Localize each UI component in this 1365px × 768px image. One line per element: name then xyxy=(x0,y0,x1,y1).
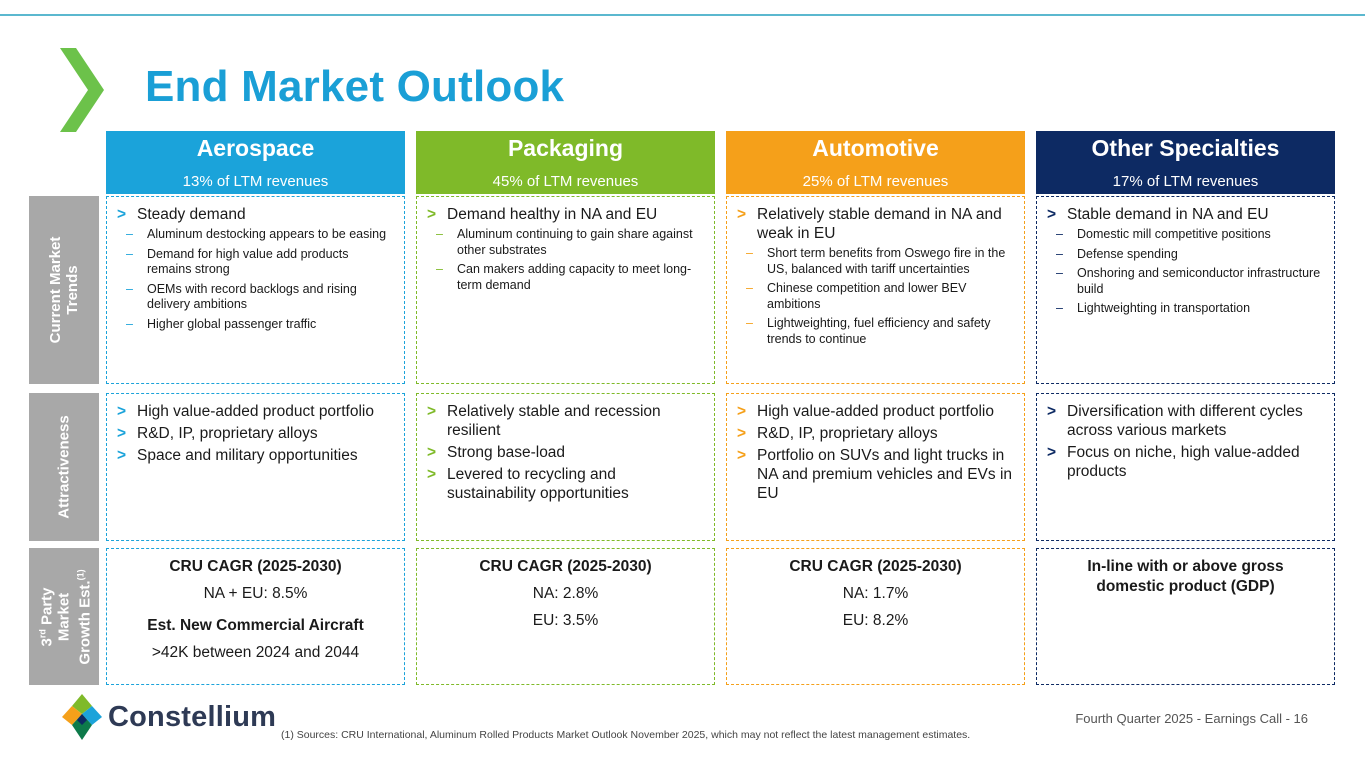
column-share: 17% of LTM revenues xyxy=(1112,173,1259,190)
growth-heading: CRU CAGR (2025-2030) xyxy=(479,558,652,575)
page-title: End Market Outlook xyxy=(145,62,565,111)
footer-page-number: Fourth Quarter 2025 - Earnings Call - 16 xyxy=(1075,711,1308,726)
footnote: (1) Sources: CRU International, Aluminum… xyxy=(281,729,971,741)
growth-value: NA + EU: 8.5% xyxy=(203,585,308,602)
trend-sub: – Aluminum continuing to gain share again… xyxy=(436,227,693,257)
attractiveness-cell-automotive: > High value-added product portfolio > R&D… xyxy=(726,393,1025,541)
attractiveness-cell-packaging: > Relatively stable and recession resilie… xyxy=(416,393,715,541)
attractiveness-item: > R&D, IP, proprietary alloys xyxy=(737,425,938,442)
trends-cell-packaging: > Demand healthy in NA and EU – Aluminum c… xyxy=(416,196,715,384)
column-title: Aerospace xyxy=(196,135,315,161)
attractiveness-item: > High value-added product portfolio xyxy=(117,403,374,420)
trend-sub: – Short term benefits from Oswego fire in… xyxy=(746,246,1006,276)
attractiveness-item: > Levered to recycling and sustainability… xyxy=(427,466,629,502)
growth-value: NA: 2.8% xyxy=(532,585,599,602)
constellium-logo-icon xyxy=(62,694,102,740)
column-title: Other Specialties xyxy=(1091,135,1280,161)
attractiveness-item: > Diversification with different cycles a… xyxy=(1047,403,1303,439)
attractiveness-cell-other-specialties: > Diversification with different cycles a… xyxy=(1036,393,1335,541)
trend-sub: – Lightweighting in transportation xyxy=(1056,301,1251,315)
growth-value: EU: 8.2% xyxy=(842,612,909,629)
row-label-growth: 3rd Party Market Growth Est.(1) xyxy=(29,548,99,685)
trend-main: > Demand healthy in NA and EU xyxy=(427,206,658,223)
column-header-packaging: Packaging 45% of LTM revenues xyxy=(416,131,715,194)
trend-sub: – OEMs with record backlogs and rising de… xyxy=(126,281,357,312)
trend-sub: – Can makers adding capacity to meet long… xyxy=(436,262,692,292)
column-header-automotive: Automotive 25% of LTM revenues xyxy=(726,131,1025,194)
column-title: Packaging xyxy=(507,135,624,161)
attractiveness-cell-aerospace: > High value-added product portfolio > R&D… xyxy=(106,393,405,541)
growth-heading: CRU CAGR (2025-2030) xyxy=(789,558,962,575)
trend-sub: – Onshoring and semiconductor infrastruct… xyxy=(1056,266,1321,296)
row-label-text: Attractiveness xyxy=(55,415,73,519)
column-share: 13% of LTM revenues xyxy=(182,173,329,190)
logo-text: Constellium xyxy=(108,700,277,733)
trend-sub: – Defense spending xyxy=(1056,246,1178,261)
growth-value: EU: 3.5% xyxy=(532,612,599,629)
growth-cell-automotive: CRU CAGR (2025-2030) NA: 1.7% EU: 8.2% xyxy=(726,548,1025,685)
trend-sub: – Domestic mill competitive positions xyxy=(1056,227,1271,241)
growth-value: NA: 1.7% xyxy=(842,585,909,602)
growth-cell-packaging: CRU CAGR (2025-2030) NA: 2.8% EU: 3.5% xyxy=(416,548,715,685)
trend-main: > Steady demand xyxy=(117,206,246,223)
top-rule xyxy=(0,14,1365,16)
row-label-text: Current Market Trends xyxy=(47,236,81,344)
growth-heading: CRU CAGR (2025-2030) xyxy=(169,558,342,575)
aircraft-value: >42K between 2024 and 2044 xyxy=(151,644,360,661)
attractiveness-item: > R&D, IP, proprietary alloys xyxy=(117,425,318,442)
trend-sub: – Lightweighting, fuel efficiency and saf… xyxy=(746,316,991,346)
row-label-text: 3rd Party Market Growth Est.(1) xyxy=(37,568,94,665)
attractiveness-item: > Focus on niche, high value-added produc… xyxy=(1047,444,1300,480)
attractiveness-item: > Space and military opportunities xyxy=(117,447,358,464)
trend-sub: – Aluminum destocking appears to be easin… xyxy=(126,227,387,241)
attractiveness-item: > Relatively stable and recession resilie… xyxy=(427,403,661,439)
attractiveness-item: > Portfolio on SUVs and light trucks in N… xyxy=(737,447,1013,502)
trend-sub: – Higher global passenger traffic xyxy=(126,316,317,331)
aircraft-heading: Est. New Commercial Aircraft xyxy=(147,617,364,634)
trend-main: > Relatively stable demand in NA and weak… xyxy=(737,206,1002,242)
trends-cell-automotive: > Relatively stable demand in NA and weak… xyxy=(726,196,1025,384)
trends-cell-other-specialties: > Stable demand in NA and EU – Domestic mi… xyxy=(1036,196,1335,384)
growth-cell-aerospace: CRU CAGR (2025-2030) NA + EU: 8.5% Est. … xyxy=(106,548,405,685)
row-label-trends: Current Market Trends xyxy=(29,196,99,384)
column-header-aerospace: Aerospace 13% of LTM revenues xyxy=(106,131,405,194)
growth-cell-other-specialties: In-line with or above gross domestic pro… xyxy=(1036,548,1335,685)
trends-cell-aerospace: > Steady demand – Aluminum destocking appe… xyxy=(106,196,405,384)
column-title: Automotive xyxy=(812,135,939,161)
growth-heading: In-line with or above gross domestic pro… xyxy=(1087,558,1284,595)
constellium-logo: Constellium xyxy=(62,694,276,740)
column-share: 25% of LTM revenues xyxy=(802,173,949,190)
chevron-right-icon xyxy=(60,48,104,132)
attractiveness-item: > High value-added product portfolio xyxy=(737,403,994,420)
column-share: 45% of LTM revenues xyxy=(492,173,639,190)
trend-main: > Stable demand in NA and EU xyxy=(1047,206,1269,223)
trend-sub: – Demand for high value add products rema… xyxy=(126,246,349,277)
row-label-attractiveness: Attractiveness xyxy=(29,393,99,541)
trend-sub: – Chinese competition and lower BEV ambit… xyxy=(746,281,967,311)
attractiveness-item: > Strong base-load xyxy=(427,444,566,461)
column-header-other-specialties: Other Specialties 17% of LTM revenues xyxy=(1036,131,1335,194)
